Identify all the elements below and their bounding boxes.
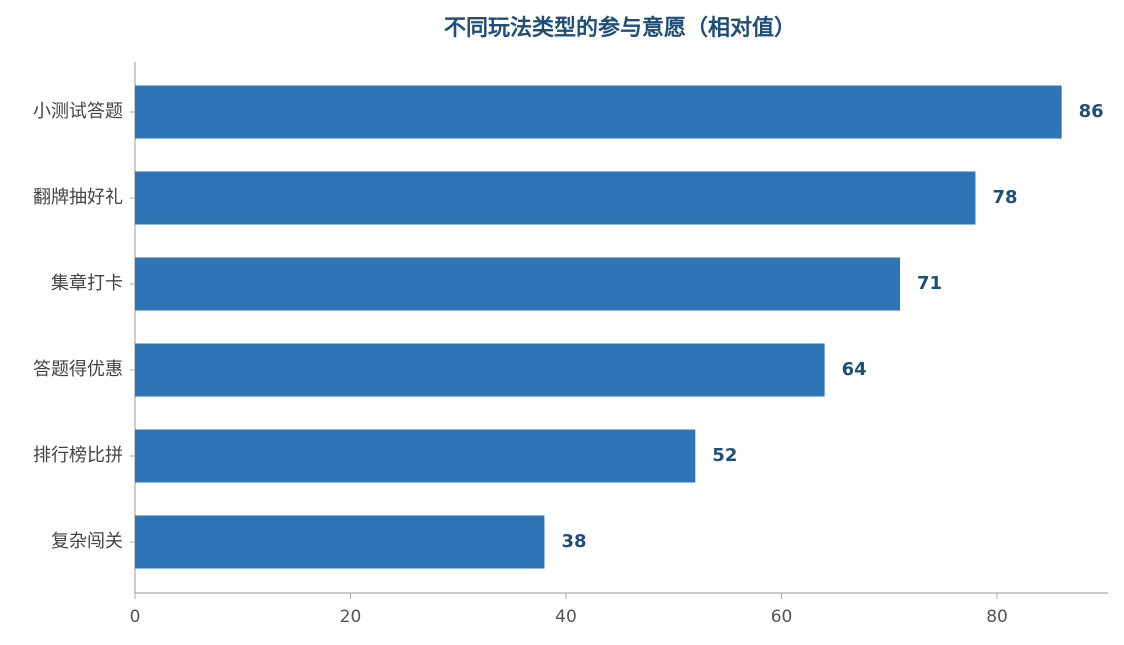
y-tick-label: 排行榜比拼 — [33, 445, 123, 466]
y-tick-label: 集章打卡 — [51, 273, 123, 294]
chart-title: 不同玩法类型的参与意愿（相对值） — [444, 15, 796, 41]
y-tick-label: 小测试答题 — [33, 101, 123, 122]
x-tick-label: 0 — [130, 607, 141, 627]
value-label: 78 — [992, 187, 1017, 208]
bar — [135, 85, 1062, 139]
x-tick-label: 60 — [771, 607, 793, 627]
x-tick-label: 20 — [340, 607, 362, 627]
bar — [135, 257, 901, 311]
value-label: 38 — [561, 531, 586, 552]
bar — [135, 429, 696, 483]
bar — [135, 343, 825, 397]
value-label: 64 — [842, 359, 867, 380]
y-tick-label: 复杂闯关 — [51, 531, 123, 552]
bar — [135, 171, 976, 225]
value-label: 71 — [917, 273, 942, 294]
y-tick-label: 翻牌抽好礼 — [33, 187, 123, 208]
x-tick-label: 40 — [555, 607, 577, 627]
value-label: 86 — [1079, 101, 1104, 122]
value-label: 52 — [712, 445, 737, 466]
y-tick-label: 答题得优惠 — [33, 359, 123, 380]
x-tick-label: 80 — [986, 607, 1008, 627]
bar — [135, 515, 545, 569]
